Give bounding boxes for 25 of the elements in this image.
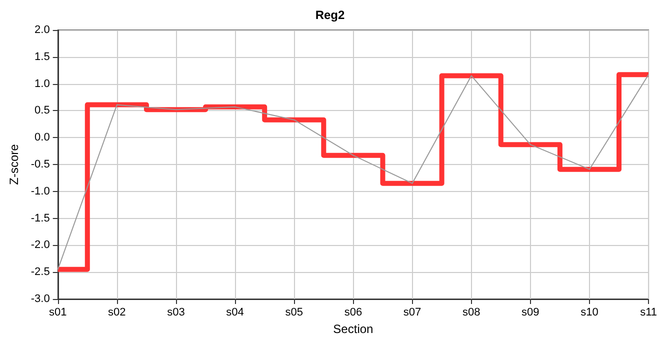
x-axis-title: Section	[333, 322, 374, 336]
y-tick-label: 1.0	[34, 78, 50, 90]
y-tick-label: -1.5	[30, 212, 50, 224]
y-tick-label: -2.5	[30, 266, 50, 278]
x-tick-label: s07	[403, 306, 422, 318]
x-tick-label: s01	[48, 306, 67, 318]
x-tick-label: s08	[462, 306, 480, 318]
x-tick-label: s03	[167, 306, 185, 318]
y-axis-title: Z-score	[7, 144, 21, 185]
x-tick-label: s11	[640, 306, 657, 318]
y-tick-label: 0.5	[34, 104, 50, 117]
y-tick-label: 2.0	[34, 24, 50, 36]
x-tick-label: s10	[580, 306, 598, 318]
y-tick-label: 1.5	[34, 50, 50, 63]
x-tick-label: s09	[522, 306, 540, 318]
chart-title: Reg2	[315, 8, 345, 22]
y-tick-label: -2.0	[30, 239, 50, 252]
x-tick-label: s06	[344, 306, 362, 318]
y-tick-label: -1.0	[30, 185, 50, 198]
x-tick-label: s04	[226, 306, 244, 318]
y-tick-label: -0.5	[30, 158, 50, 170]
y-tick-label: -3.0	[30, 293, 50, 305]
x-tick-label: s02	[108, 306, 126, 318]
y-tick-label: 0.0	[34, 132, 50, 144]
x-tick-label: s05	[285, 306, 304, 318]
